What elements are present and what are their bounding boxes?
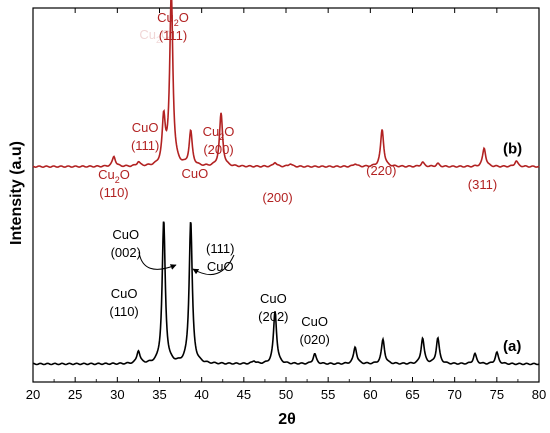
annotation-text: CuO (207, 259, 234, 274)
annotation-cuo-111-b: CuO (111) (131, 120, 159, 153)
series-label-0: (a) (503, 338, 521, 355)
x-tick-label-35: 35 (152, 387, 166, 402)
annotation-cuo-111-a: (111) CuO (206, 241, 234, 274)
annotation-hkl-311: (311) (468, 177, 497, 192)
annotation-cu2o-ghost: Cu2O (139, 27, 171, 45)
annotation-text: CuO (112, 227, 139, 242)
annotation-text: (110) (109, 304, 138, 319)
x-tick-label-30: 30 (110, 387, 124, 402)
annotation-text: (110) (99, 185, 128, 200)
series-line-1 (32, 0, 540, 169)
annotation-text: CuO (182, 166, 209, 181)
x-tick-label-60: 60 (363, 387, 377, 402)
annotation-cuo-202: CuO (202) (258, 291, 288, 324)
annotation-text: CuO (301, 314, 328, 329)
annotation-text: Cu2O (98, 167, 130, 185)
annotations-layer: Cu2O(110)CuO(111)Cu2O(111)Cu2OCuOCu2O(20… (98, 10, 497, 347)
arrow-to-002 (138, 251, 177, 270)
y-axis-title: Intensity (a.u) (8, 141, 25, 245)
x-tick-label-75: 75 (490, 387, 504, 402)
series-line-0 (33, 221, 540, 366)
annotation-text: Cu2O (139, 27, 171, 45)
series-label-1: (b) (503, 141, 522, 158)
annotation-text: CuO (111, 286, 138, 301)
annotation-text: (202) (258, 309, 288, 324)
annotation-cuo-002: CuO (002) (111, 227, 141, 260)
x-tick-label-45: 45 (237, 387, 251, 402)
x-tick-label-50: 50 (279, 387, 293, 402)
annotation-cu2o-200: Cu2O(200) (203, 124, 235, 157)
annotation-text: (002) (111, 245, 141, 260)
annotation-hkl-200-b: (200) (262, 190, 292, 205)
annotation-text: (200) (203, 142, 233, 157)
x-tick-label-65: 65 (405, 387, 419, 402)
series-layer: (a) (b) (32, 0, 540, 366)
annotation-text: (111) (131, 138, 159, 153)
annotation-text: (111) (206, 241, 234, 256)
annotation-text: (311) (468, 177, 497, 192)
x-tick-label-20: 20 (26, 387, 40, 402)
axes: 20 25 30 35 40 45 50 55 60 65 70 75 80 (26, 7, 546, 402)
annotation-text: Cu2O (157, 10, 189, 28)
annotation-text: (020) (299, 332, 329, 347)
annotation-cuo-020: CuO (020) (299, 314, 329, 347)
x-tick-label-40: 40 (194, 387, 208, 402)
x-tick-label-25: 25 (68, 387, 82, 402)
annotation-text: (111) (159, 28, 187, 43)
annotation-hkl-220: (220) (366, 163, 396, 178)
annotation-text: CuO (260, 291, 287, 306)
annotation-text: CuO (132, 120, 159, 135)
x-tick-label-70: 70 (447, 387, 461, 402)
x-axis-title: 2θ (278, 411, 296, 428)
annotation-text: (200) (262, 190, 292, 205)
annotation-cu2o-110: Cu2O(110) (98, 167, 130, 200)
x-tick-label-80: 80 (532, 387, 546, 402)
annotation-text: Cu2O (203, 124, 235, 142)
annotation-cu2o-111: Cu2O(111) (157, 10, 189, 43)
annotation-text: (220) (366, 163, 396, 178)
x-tick-label-55: 55 (321, 387, 335, 402)
arrow-to-111 (192, 254, 235, 276)
annotation-cuo-110: CuO (110) (109, 286, 138, 319)
annotation-cuo-b: CuO (182, 166, 209, 181)
